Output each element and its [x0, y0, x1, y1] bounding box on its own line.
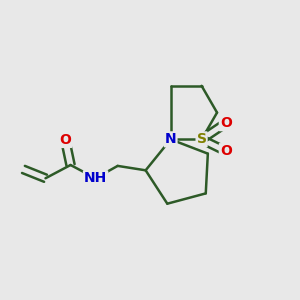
Text: O: O	[220, 116, 232, 130]
Text: S: S	[196, 132, 207, 146]
Text: N: N	[165, 132, 176, 146]
Text: O: O	[59, 133, 71, 147]
Text: O: O	[220, 144, 232, 158]
Text: NH: NH	[84, 171, 107, 185]
